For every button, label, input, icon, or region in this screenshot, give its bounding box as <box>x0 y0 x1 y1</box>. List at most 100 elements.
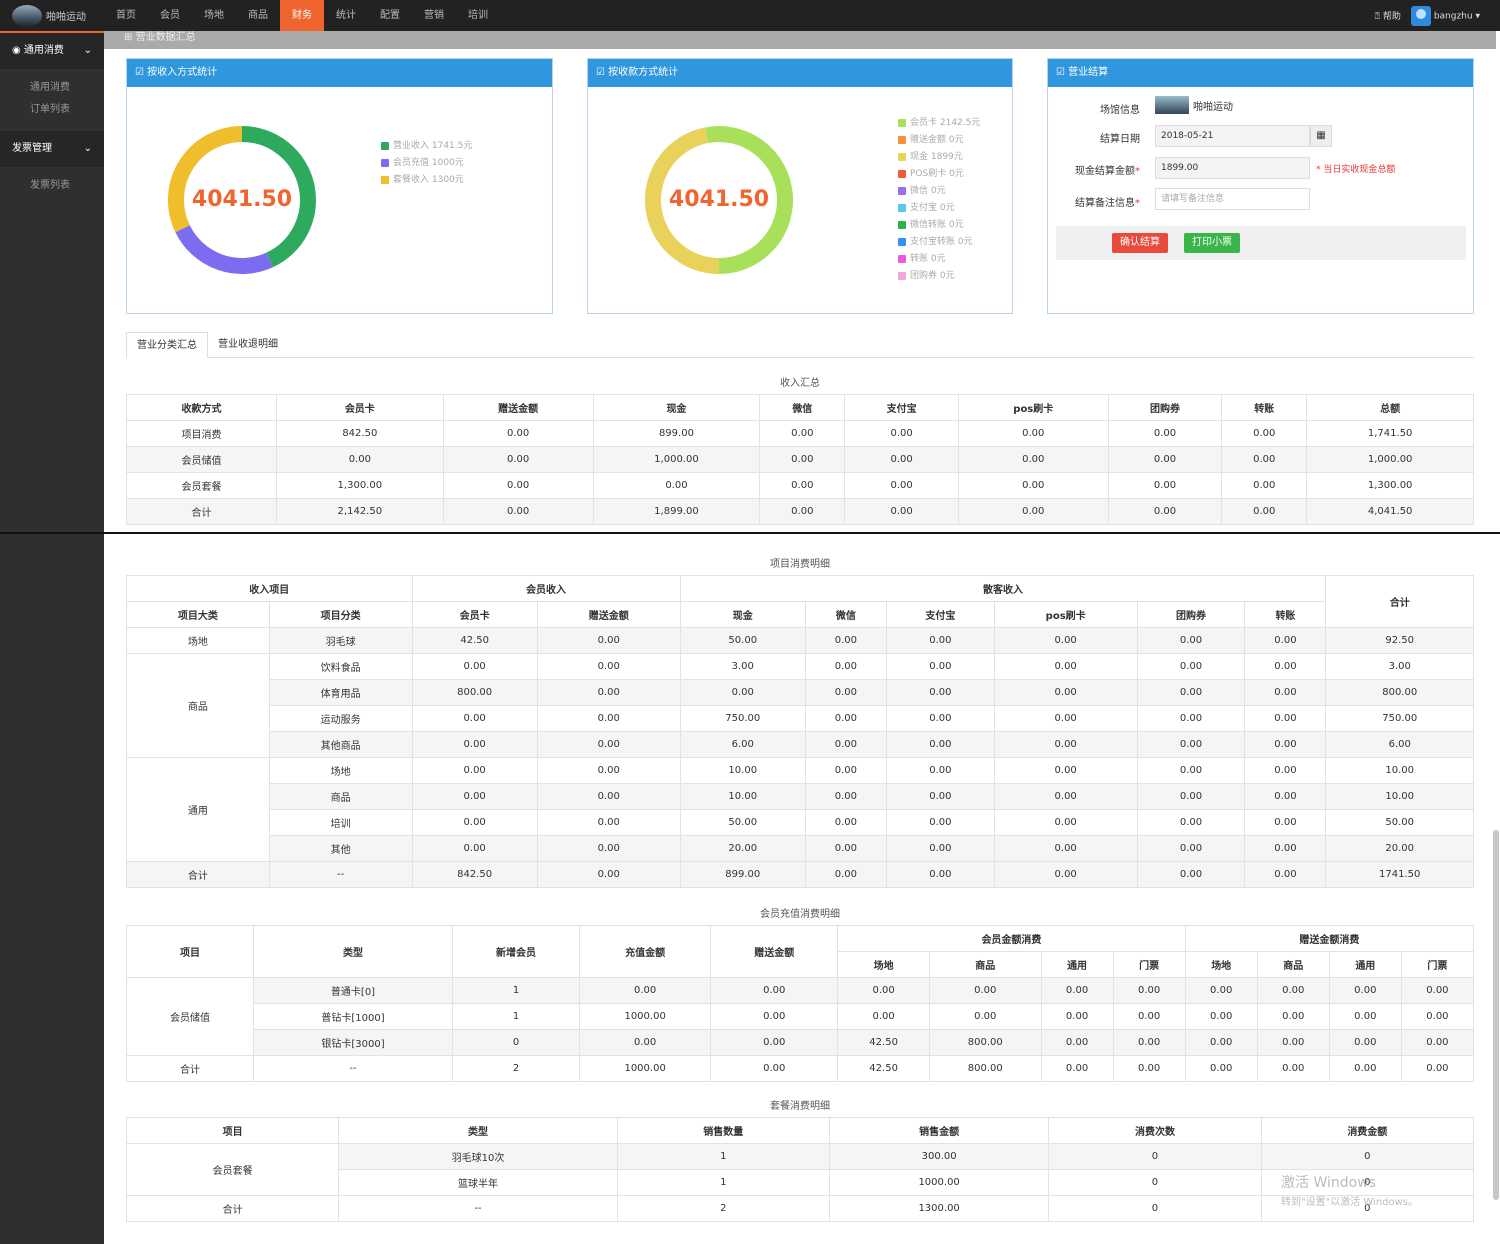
table-cell: 会员储值 <box>125 446 278 473</box>
top-bar: 啪啪运动 首页 会员 场地 商品 财务 统计 配置 营销 培训 ⍰ 帮助 bangzhu ▾ <box>0 0 1500 31</box>
table-cell: 0.00 <box>1256 1029 1330 1056</box>
grid-icon: ⊞ <box>124 32 133 43</box>
table-row: 商品 0.00 0.00 10.00 0.00 0.00 0.00 0.00 0.00 10.00 <box>127 783 1474 810</box>
calendar-icon[interactable]: ▦ <box>1310 125 1332 147</box>
table-cell: 0.00 <box>536 653 681 680</box>
nav-item[interactable]: 场地 <box>204 10 224 21</box>
table-cell: 0.00 <box>411 731 538 758</box>
tab-income-refund-detail[interactable]: 营业收退明细 <box>218 339 278 350</box>
table-cell: -- <box>252 1055 454 1082</box>
legend-label: 营业收入 1741.5元 <box>393 141 473 151</box>
table-cell: 0.00 <box>411 835 538 862</box>
table-cell: 4,041.50 <box>1306 498 1474 525</box>
nav-item[interactable]: 首页 <box>116 10 136 21</box>
table-cell: 0.00 <box>1184 1055 1258 1082</box>
table-cell: 0 <box>452 1029 581 1056</box>
table-cell: 1,899.00 <box>592 498 761 525</box>
table-cell: 0.00 <box>1400 1003 1475 1030</box>
nav-item[interactable]: 财务 <box>280 0 324 31</box>
table-cell: 0.00 <box>885 783 995 810</box>
print-receipt-button[interactable]: 打印小票 <box>1184 233 1240 253</box>
table-cell: 0.00 <box>759 446 846 473</box>
table-cell: 0.00 <box>411 705 538 732</box>
column-header: 散客收入 <box>679 575 1327 602</box>
legend-label: 微信 0元 <box>910 186 946 196</box>
table-cell: 0.00 <box>885 809 995 836</box>
sidebar-group-label: 发票管理 <box>12 143 52 154</box>
table-cell: 项目消费 <box>125 420 278 447</box>
category-cell: 场地 <box>126 627 270 654</box>
sidebar-group-general[interactable]: ◉ 通用消费 ⌄ <box>0 33 104 69</box>
table-cell: 0.00 <box>1328 1055 1402 1082</box>
donut-slice <box>175 224 274 274</box>
sidebar-item-invoices[interactable]: 发票列表 <box>30 180 70 191</box>
sidebar-item-orders[interactable]: 订单列表 <box>30 104 70 115</box>
table-cell: 0.00 <box>710 1029 839 1056</box>
nav-item[interactable]: 会员 <box>160 10 180 21</box>
legend-item: 会员充值 1000元 <box>381 155 472 172</box>
table-cell: 899.00 <box>679 861 806 888</box>
logo[interactable]: 啪啪运动 <box>0 0 104 31</box>
table-cell: 羽毛球10次 <box>338 1143 618 1170</box>
legend-swatch <box>898 135 906 144</box>
panel-title: 按收入方式统计 <box>147 67 218 78</box>
note-input[interactable]: 请填写备注信息 <box>1155 188 1310 210</box>
nav-item[interactable]: 配置 <box>380 10 400 21</box>
table-cell: 0.00 <box>1400 977 1475 1004</box>
table-cell: 0.00 <box>1221 420 1308 447</box>
sidebar-group-invoice[interactable]: 发票管理 ⌄ <box>0 131 104 167</box>
table-cell: 1 <box>452 977 581 1004</box>
nav-item[interactable]: 统计 <box>336 10 356 21</box>
legend-item: 赠送金额 0元 <box>898 132 980 149</box>
sidebar-accent-line <box>0 31 104 33</box>
table-cell: 0.00 <box>536 757 681 784</box>
table-cell: 750.00 <box>679 705 806 732</box>
table-cell: 842.50 <box>411 861 538 888</box>
legend-label: 支付宝 0元 <box>910 203 955 213</box>
table-cell: 0.00 <box>411 757 538 784</box>
table-cell: 0.00 <box>579 1029 712 1056</box>
table-cell: 0.00 <box>679 679 806 706</box>
table-cell: 10.00 <box>1325 783 1474 810</box>
column-header: 会员金额消费 <box>837 925 1186 952</box>
nav-item[interactable]: 营销 <box>424 10 444 21</box>
column-header: 类型 <box>252 925 454 978</box>
user-menu[interactable]: bangzhu ▾ <box>1410 5 1480 26</box>
table-cell: 0 <box>1048 1169 1262 1196</box>
table-cell: 0.00 <box>536 783 681 810</box>
donut-slice <box>645 127 720 274</box>
table-row: 会员套餐 羽毛球10次 1 300.00 0 0 <box>125 1143 1475 1196</box>
table-cell: 0.00 <box>929 977 1042 1004</box>
scrollbar[interactable] <box>1493 830 1499 1200</box>
sidebar-item-general-consume[interactable]: 通用消费 <box>30 82 70 93</box>
help-link[interactable]: ⍰ 帮助 <box>1374 12 1401 22</box>
table-row: 体育用品 800.00 0.00 0.00 0.00 0.00 0.00 0.00 0.00 80… <box>127 679 1474 706</box>
column-header: 消费金额 <box>1260 1117 1475 1144</box>
confirm-settlement-button[interactable]: 确认结算 <box>1112 233 1168 253</box>
table-cell: 0.00 <box>1244 653 1327 680</box>
nav-item[interactable]: 培训 <box>468 10 488 21</box>
nav-item[interactable]: 商品 <box>248 10 268 21</box>
table-cell: 2 <box>452 1055 581 1082</box>
column-header: 消费次数 <box>1048 1117 1262 1144</box>
table-cell: 0.00 <box>1184 1029 1258 1056</box>
table-cell: 0.00 <box>759 472 846 499</box>
income-donut-chart <box>168 126 316 274</box>
panel-title: 按收款方式统计 <box>608 67 679 78</box>
cash-amount-field[interactable]: 1899.00 <box>1155 157 1310 179</box>
table-header-row: 项目 类型 销售数量 销售金额 消费次数 消费金额 <box>125 1117 1475 1144</box>
legend-label: 团购券 0元 <box>910 271 955 281</box>
table-cell: 0.00 <box>885 653 995 680</box>
table-cell: 0.00 <box>536 679 681 706</box>
settle-date-field[interactable]: 2018-05-21 <box>1155 125 1310 147</box>
table-cell: 0.00 <box>759 498 846 525</box>
table-cell: -- <box>268 861 413 888</box>
project-detail-title: 项目消费明细 <box>770 559 830 570</box>
checkbox-icon: ☑ <box>596 67 605 78</box>
table-row: 合计 2,142.50 0.00 1,899.00 0.00 0.00 0.00 0.00 0.… <box>125 498 1474 525</box>
table-cell: 其他商品 <box>268 731 413 758</box>
column-header: 新增会员 <box>452 925 581 978</box>
column-header: 项目 <box>125 1117 340 1144</box>
table-cell: 0.00 <box>1244 679 1327 706</box>
tab-category-summary[interactable]: 营业分类汇总 <box>126 332 208 358</box>
